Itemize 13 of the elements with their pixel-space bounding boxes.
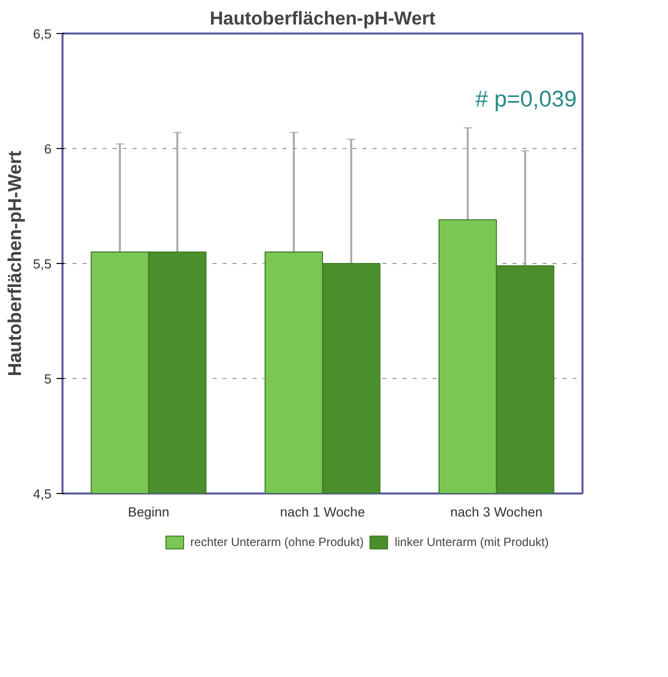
chart-title: Hautoberflächen-pH-Wert — [210, 8, 436, 28]
x-tick-label: Beginn — [128, 504, 170, 520]
legend-label: rechter Unterarm (ohne Produkt) — [190, 535, 364, 549]
y-tick-label: 4,5 — [32, 486, 52, 502]
y-tick-label: 5,5 — [32, 256, 52, 272]
x-tick-label: nach 1 Woche — [280, 504, 365, 520]
y-tick-label: 5 — [44, 372, 52, 386]
y-axis-title: Hautoberflächen-pH-Wert — [4, 150, 25, 376]
y-tick-label: 6,5 — [32, 26, 52, 42]
annotation: # p=0,039 — [475, 86, 577, 112]
y-tick-label: 6 — [44, 142, 52, 156]
legend-label: linker Unterarm (mit Produkt) — [394, 535, 549, 549]
x-tick-label: nach 3 Wochen — [450, 504, 543, 520]
